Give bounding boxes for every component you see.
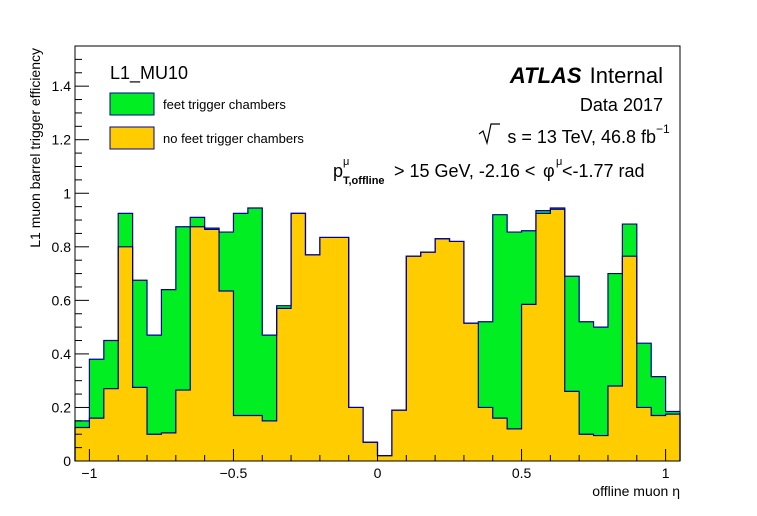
bar-feet-6 xyxy=(161,289,177,461)
bar-nofeet-22 xyxy=(391,410,407,461)
bar-nofeet-3 xyxy=(118,246,134,461)
bar-nofeet-16 xyxy=(305,254,321,461)
nofeet-series-outline xyxy=(74,208,681,461)
atlas-internal: Internal xyxy=(590,63,663,88)
cut-end: <-1.77 rad xyxy=(562,161,645,181)
bar-nofeet-14 xyxy=(276,308,292,461)
bar-nofeet-27 xyxy=(463,323,479,461)
legend-swatch-nofeet xyxy=(109,126,155,150)
x-tick-label: −0.5 xyxy=(220,465,248,481)
bar-nofeet-2 xyxy=(103,388,119,461)
bar-nofeet-34 xyxy=(564,391,580,461)
y-tick-label: 0.8 xyxy=(52,239,72,255)
bar-nofeet-41 xyxy=(665,414,681,461)
trigger-name-label: L1_MU10 xyxy=(110,63,188,84)
bar-nofeet-32 xyxy=(535,213,551,461)
x-axis-title: offline muon η xyxy=(592,483,680,499)
x-tick-label: 0.5 xyxy=(512,465,532,481)
bar-nofeet-20 xyxy=(363,442,378,461)
svg-text:s = 13 TeV, 46.8 fb: s = 13 TeV, 46.8 fb xyxy=(507,127,656,147)
bar-feet-29 xyxy=(492,214,508,461)
bar-nofeet-30 xyxy=(507,428,522,461)
axis-ticks xyxy=(75,45,667,462)
histogram-bars xyxy=(75,207,681,461)
bar-nofeet-8 xyxy=(190,226,206,461)
bar-nofeet-5 xyxy=(147,434,162,461)
bar-nofeet-9 xyxy=(204,229,220,461)
atlas-label: ATLAS Internal xyxy=(509,63,663,88)
energy-label: s = 13 TeV, 46.8 fb −1 xyxy=(478,122,670,147)
energy-sqrt-s: s xyxy=(507,127,516,147)
atlas-brand: ATLAS xyxy=(509,63,582,88)
energy-value: = 13 TeV, 46.8 fb xyxy=(516,127,656,147)
bar-nofeet-1 xyxy=(89,418,105,461)
y-axis-title: L1 muon barrel trigger efficiency xyxy=(27,48,43,248)
bar-nofeet-40 xyxy=(651,415,666,461)
bar-nofeet-13 xyxy=(262,420,278,461)
bar-nofeet-7 xyxy=(175,390,191,461)
axis-tick-labels: 0 0.2 0.4 0.6 0.8 1 1.2 1.4 −1 −0.5 0 0.5 1 xyxy=(52,78,670,481)
bar-nofeet-29 xyxy=(492,418,508,461)
bar-nofeet-18 xyxy=(334,237,350,461)
bar-nofeet-25 xyxy=(435,238,450,461)
cut-p-superscript: μ xyxy=(343,156,349,168)
bar-nofeet-0 xyxy=(75,427,90,461)
cut-middle: > 15 GeV, -2.16 < xyxy=(394,161,535,181)
bar-feet-12 xyxy=(247,207,263,461)
y-tick-label: 1.4 xyxy=(52,78,72,94)
bar-nofeet-23 xyxy=(406,256,422,461)
cut-label: p μ T,offline > 15 GeV, -2.16 < φ μ <-1.… xyxy=(333,156,645,187)
bar-feet-5 xyxy=(147,335,162,461)
bar-nofeet-31 xyxy=(521,304,537,461)
bar-nofeet-19 xyxy=(348,407,364,461)
x-tick-label: 1 xyxy=(662,465,670,481)
energy-superscript: −1 xyxy=(656,122,670,136)
y-tick-label: 0 xyxy=(63,453,71,469)
bar-nofeet-36 xyxy=(593,435,609,461)
bar-nofeet-33 xyxy=(550,209,566,461)
y-tick-label: 0.4 xyxy=(52,346,72,362)
legend-swatch-feet xyxy=(109,92,155,116)
legend-label-feet: feet trigger chambers xyxy=(163,97,286,112)
bar-nofeet-24 xyxy=(420,252,436,461)
bar-feet-30 xyxy=(507,232,522,461)
bar-nofeet-38 xyxy=(622,256,638,461)
y-tick-label: 1.2 xyxy=(52,132,72,148)
bar-feet-36 xyxy=(593,327,609,461)
cut-phi-superscript: μ xyxy=(556,156,562,168)
x-tick-label: 0 xyxy=(374,465,382,481)
bar-nofeet-11 xyxy=(233,415,249,461)
bar-nofeet-35 xyxy=(579,434,594,461)
bar-nofeet-10 xyxy=(219,290,234,461)
bar-nofeet-15 xyxy=(291,213,306,461)
bar-feet-11 xyxy=(233,213,249,461)
bar-nofeet-12 xyxy=(247,415,263,461)
data-year-label: Data 2017 xyxy=(580,95,663,115)
bar-nofeet-21 xyxy=(377,455,393,461)
bar-nofeet-17 xyxy=(319,237,335,461)
cut-p: p xyxy=(333,161,343,181)
y-tick-label: 0.2 xyxy=(52,399,72,415)
y-tick-label: 0.6 xyxy=(52,292,72,308)
bar-nofeet-26 xyxy=(449,241,465,461)
bar-nofeet-6 xyxy=(161,432,177,461)
legend-label-nofeet: no feet trigger chambers xyxy=(163,131,304,146)
bar-nofeet-28 xyxy=(478,407,494,461)
x-tick-label: −1 xyxy=(81,465,97,481)
bar-nofeet-37 xyxy=(607,386,623,461)
bar-nofeet-39 xyxy=(636,407,652,461)
bar-feet-35 xyxy=(579,321,594,461)
y-tick-label: 1 xyxy=(63,185,71,201)
cut-p-subscript: T,offline xyxy=(343,175,385,187)
bar-nofeet-4 xyxy=(132,387,148,461)
sqrt-sign-icon xyxy=(478,123,500,146)
cut-phi: φ xyxy=(543,161,555,181)
